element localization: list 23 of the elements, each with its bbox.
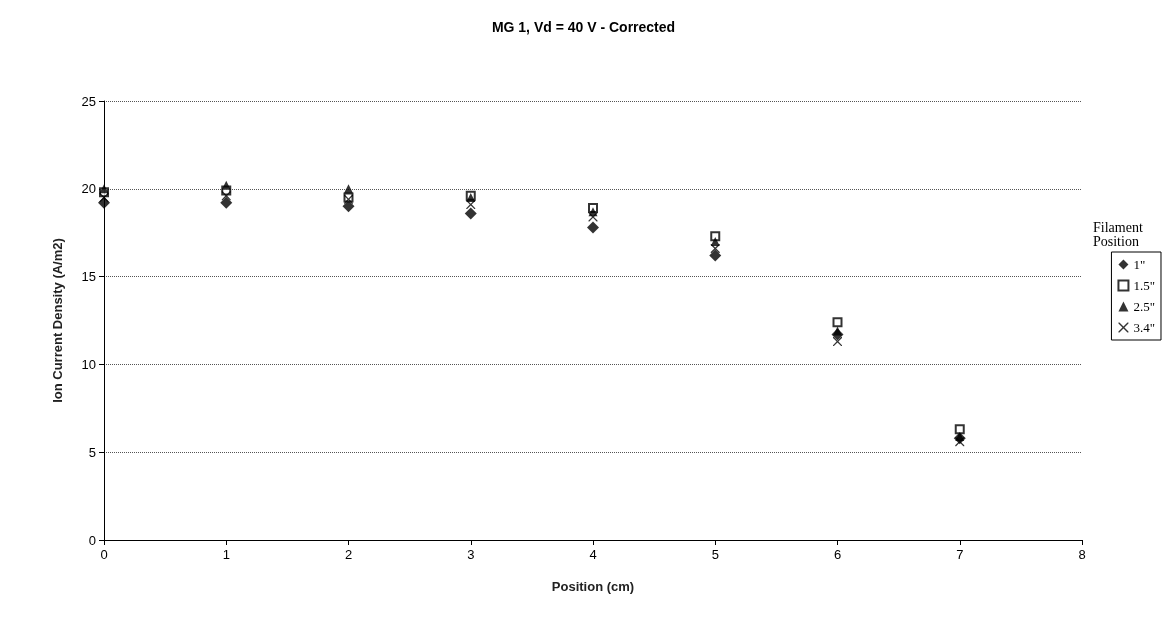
x-tick-label: 7 (956, 547, 964, 562)
legend-label: 1" (1133, 257, 1146, 272)
legend-title: Filament Position (1093, 219, 1147, 249)
x-tick-label: 1 (222, 547, 230, 562)
y-tick-label: 25 (81, 93, 96, 109)
chart-title: MG 1, Vd = 40 V - Corrected (491, 19, 676, 35)
y-tick-label: 15 (81, 269, 96, 285)
y-tick-label: 20 (81, 181, 96, 197)
x-tick-label: 8 (1078, 547, 1086, 562)
x-tick-label: 6 (833, 547, 842, 562)
x-tick-label: 2 (344, 547, 353, 562)
y-tick-label: 0 (88, 532, 96, 548)
x-tick-label: 5 (711, 547, 719, 562)
legend-label: 3.4" (1133, 320, 1156, 335)
x-tick-label: 0 (100, 547, 108, 562)
y-tick-label: 5 (88, 444, 96, 460)
legend-label: 1.5" (1133, 278, 1156, 293)
x-tick-label: 4 (589, 547, 597, 562)
x-axis-title: Position (cm) (551, 579, 635, 594)
y-axis-title: Ion Current Density (A/m2) (50, 238, 65, 403)
y-tick-label: 10 (81, 356, 96, 372)
x-tick-label: 3 (467, 547, 475, 562)
legend-label: 2.5" (1133, 299, 1156, 314)
